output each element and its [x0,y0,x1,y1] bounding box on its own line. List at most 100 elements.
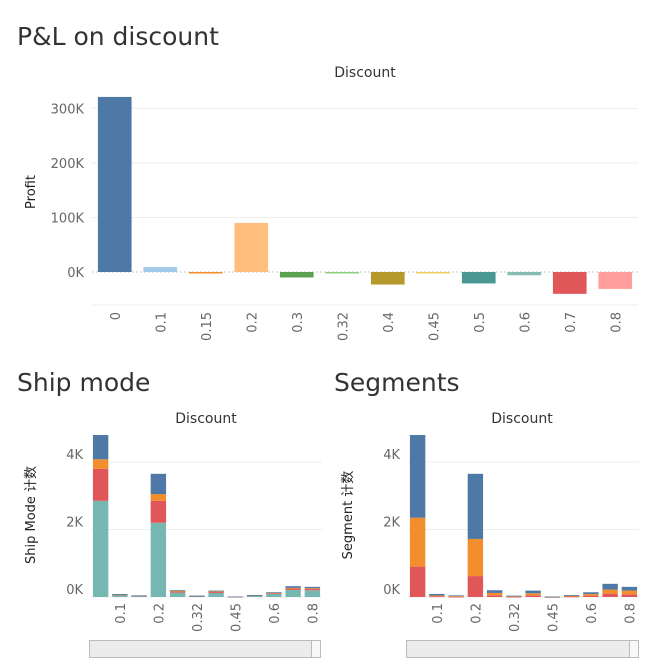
segment-bar-segment [525,590,541,594]
ship-bar-segment [227,596,244,598]
segment-x-tick-label: 0.6 [585,603,600,624]
segment-bar-segment [429,593,445,596]
ship-bar-segment [92,500,109,597]
pl-y-tick-label: 300K [51,102,85,117]
pl-x-tick-label: 0.1 [154,312,169,333]
ship-bar-segment [150,494,167,501]
ship-bar-segment [266,593,282,597]
segment-bar-segment [409,517,426,567]
pl-bar [370,272,405,285]
ship-chart-title: Discount [175,411,237,427]
ship-bar-segment [246,594,263,596]
pl-y-tick-label: 0K [67,266,84,281]
ship-bar-segment [208,590,224,592]
segment-x-tick-label: 0.45 [546,603,561,632]
ship-y-tick-label: 4K [66,448,83,463]
ship-bar-segment [112,593,128,595]
segment-bar-segment [563,594,580,596]
segment-bar-segment [409,435,426,518]
ship-bar-segment [112,594,128,597]
segment-bar-segment [602,583,618,590]
segment-bar-segment [525,595,541,597]
segment-bar-segment [583,592,599,594]
ship-bar-segment [150,473,167,495]
segment-bar-segment [602,589,618,594]
ship-bar-segment [189,595,205,597]
pl-x-tick-label: 0.6 [518,312,533,333]
ship-y-tick-label: 2K [66,516,83,531]
segment-bar-segment [621,594,638,597]
ship-x-tick-label: 0.45 [229,603,244,632]
ship-bar-segment [131,595,147,597]
ship-bar-segment [150,500,167,523]
segment-bar-segment [448,596,464,597]
segments-section-title: Segments [334,368,460,397]
ship-bar-segment [285,586,301,588]
ship-bar-segment [208,591,224,593]
ship-y-axis-title: Ship Mode 计数 [24,466,39,564]
ship-bar-segment [285,587,301,589]
ship-bar-segment [208,592,224,597]
pl-bar [143,267,178,272]
ship-bar-segment [304,588,321,590]
segment-bar-segment [486,595,503,597]
segment-bar-segment [506,596,522,598]
segment-bar-segment [409,566,426,597]
ship-bar-segment [266,592,282,594]
segment-bar-segment [506,595,522,597]
ship-bar-segment [266,592,282,594]
segment-bar-segment [486,592,503,596]
pl-x-tick-label: 0.3 [291,312,306,333]
segment-bar-segment [563,596,580,598]
ship-bar-segment [169,590,186,592]
pl-bar [552,272,587,294]
ship-x-tick-label: 0.2 [152,603,167,624]
pl-x-tick-label: 0.15 [200,312,215,341]
pl-bar [234,222,269,272]
ship-bar-segment [208,591,224,593]
segment-y-tick-label: 0K [383,583,400,598]
ship-bar-segment [92,435,109,460]
pl-bar [598,272,633,289]
ship-bar-segment [285,588,301,590]
pl-bar [97,96,132,272]
ship-x-tick-label: 0.8 [306,603,321,624]
ship-bar-segment [304,590,321,597]
segment-bar-segment [544,596,561,598]
segment-bar-segment [429,596,445,598]
ship-mode-scrollbar-handle[interactable] [311,641,320,657]
segment-bar-segment [583,593,599,596]
segment-bar-segment [467,473,484,539]
segment-x-tick-label: 0.1 [431,603,446,624]
ship-bar-segment [169,592,186,597]
pl-x-tick-label: 0.45 [427,312,442,341]
ship-x-tick-label: 0.6 [268,603,283,624]
pl-x-tick-label: 0.32 [336,312,351,341]
ship-x-tick-label: 0.32 [191,603,206,632]
ship-mode-section-title: Ship mode [17,368,151,397]
segment-bar-segment [621,590,638,595]
pl-x-tick-label: 0.5 [473,312,488,333]
ship-y-tick-label: 0K [66,583,83,598]
segment-y-axis-title: Segment 计数 [341,471,356,560]
segments-scrollbar[interactable] [406,640,639,658]
ship-bar-segment [92,468,109,501]
segment-bar-segment [563,595,580,597]
pl-x-tick-label: 0.2 [245,312,260,333]
segment-bar-segment [583,595,599,597]
pl-y-tick-label: 200K [51,157,85,172]
pl-bar [279,272,314,278]
ship-bar-segment [131,595,147,597]
pl-section-title: P&L on discount [17,22,219,51]
ship-bar-segment [92,459,109,469]
segment-y-tick-label: 2K [383,516,400,531]
ship-bar-segment [246,595,263,597]
segments-scrollbar-handle[interactable] [629,641,638,657]
ship-bar-segment [304,588,321,591]
ship-x-tick-label: 0.1 [114,603,129,624]
ship-mode-scrollbar[interactable] [89,640,321,658]
segment-x-tick-label: 0.2 [469,603,484,624]
